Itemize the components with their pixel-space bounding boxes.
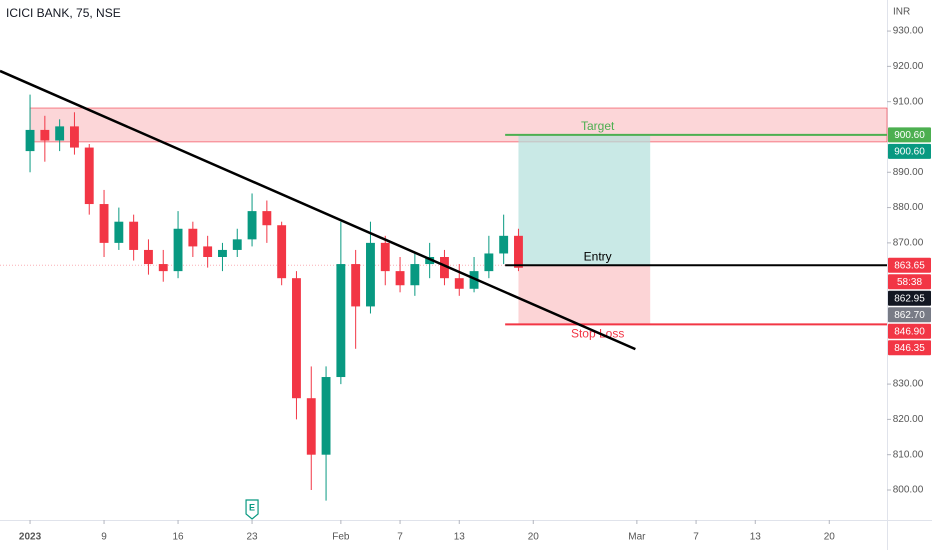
target-label: Target bbox=[581, 119, 615, 133]
y-tick-label: 920.00 bbox=[893, 61, 924, 72]
x-tick-label: 13 bbox=[454, 532, 466, 543]
candle-body bbox=[25, 129, 35, 152]
x-tick-label: Mar bbox=[628, 532, 646, 543]
resistance-zone bbox=[29, 107, 888, 143]
y-tick-label: 810.00 bbox=[893, 449, 924, 460]
candle-body bbox=[499, 235, 509, 254]
y-tick-label: 820.00 bbox=[893, 414, 924, 425]
y-tick-label: 890.00 bbox=[893, 167, 924, 178]
price-tag: 846.35 bbox=[894, 343, 925, 354]
candle-body bbox=[395, 271, 405, 286]
candle-body bbox=[351, 264, 361, 307]
candle-body bbox=[380, 242, 390, 272]
price-tag-box bbox=[888, 143, 931, 159]
price-tag-box bbox=[888, 307, 931, 323]
candle-body bbox=[292, 278, 301, 399]
y-tick-label: 880.00 bbox=[893, 202, 924, 213]
price-tag: 900.60 bbox=[894, 130, 925, 141]
candle-body bbox=[218, 249, 227, 257]
candle-body bbox=[84, 147, 94, 205]
countdown-box bbox=[888, 274, 931, 290]
earnings-marker-label: E bbox=[249, 502, 255, 512]
x-tick-label: 16 bbox=[172, 532, 184, 543]
candle-body bbox=[277, 225, 287, 279]
price-tag: 862.95 bbox=[894, 293, 925, 304]
candle-body bbox=[306, 398, 316, 455]
candle-body bbox=[188, 228, 198, 247]
candle-body bbox=[144, 249, 153, 265]
y-tick-label: 870.00 bbox=[893, 238, 924, 249]
price-tag: 846.90 bbox=[894, 326, 925, 337]
candle-body bbox=[514, 235, 523, 268]
candle-body bbox=[55, 126, 65, 141]
candle-body bbox=[232, 239, 242, 250]
profit-area bbox=[518, 134, 651, 266]
x-tick-label: 13 bbox=[750, 532, 762, 543]
y-tick-label: 930.00 bbox=[893, 26, 924, 37]
candle-body bbox=[99, 204, 109, 243]
price-tag: 862.70 bbox=[894, 310, 925, 321]
candle-body bbox=[203, 246, 213, 257]
x-tick-label: 7 bbox=[397, 532, 403, 543]
x-tick-label: Feb bbox=[332, 532, 350, 543]
price-tag-box bbox=[888, 340, 931, 356]
y-tick-label: 830.00 bbox=[893, 379, 924, 390]
y-axis-label: INR bbox=[893, 7, 910, 18]
candle-body bbox=[40, 129, 50, 141]
candle-body bbox=[336, 264, 346, 378]
candle-body bbox=[247, 211, 257, 240]
x-tick-label: 7 bbox=[693, 532, 699, 543]
candle-body bbox=[173, 228, 183, 272]
price-tag-box bbox=[888, 257, 931, 273]
loss-area bbox=[518, 265, 651, 325]
price-tag-box bbox=[888, 323, 931, 339]
candle-body bbox=[366, 242, 375, 307]
candle-body bbox=[262, 211, 272, 226]
x-tick-label: 23 bbox=[246, 532, 258, 543]
candle-body bbox=[410, 264, 420, 286]
x-tick-label: 9 bbox=[101, 532, 107, 543]
candle-body bbox=[114, 221, 124, 243]
trendline bbox=[0, 69, 636, 351]
candle-body bbox=[321, 377, 331, 455]
y-tick-label: 910.00 bbox=[893, 96, 924, 107]
candle-body bbox=[484, 253, 494, 272]
candle-body bbox=[129, 221, 139, 250]
price-tag-box bbox=[888, 127, 931, 143]
candle-body bbox=[454, 278, 464, 289]
price-tag-box bbox=[888, 290, 931, 306]
candle-body bbox=[70, 126, 79, 148]
candle-body bbox=[469, 271, 479, 289]
y-tick-label: 800.00 bbox=[893, 485, 924, 496]
earnings-marker bbox=[245, 499, 259, 520]
x-tick-label: 20 bbox=[528, 532, 540, 543]
candle-body bbox=[425, 256, 435, 265]
entry-label: Entry bbox=[584, 249, 612, 263]
x-tick-label: 20 bbox=[824, 532, 836, 543]
x-tick-label: 2023 bbox=[19, 532, 42, 543]
price-tag: 900.60 bbox=[894, 146, 925, 157]
candle-body bbox=[440, 256, 449, 279]
candle-body bbox=[158, 264, 168, 272]
price-tag: 863.65 bbox=[894, 260, 925, 271]
chart-title: ICICI BANK, 75, NSE bbox=[6, 6, 121, 20]
countdown: 58:38 bbox=[897, 277, 922, 288]
